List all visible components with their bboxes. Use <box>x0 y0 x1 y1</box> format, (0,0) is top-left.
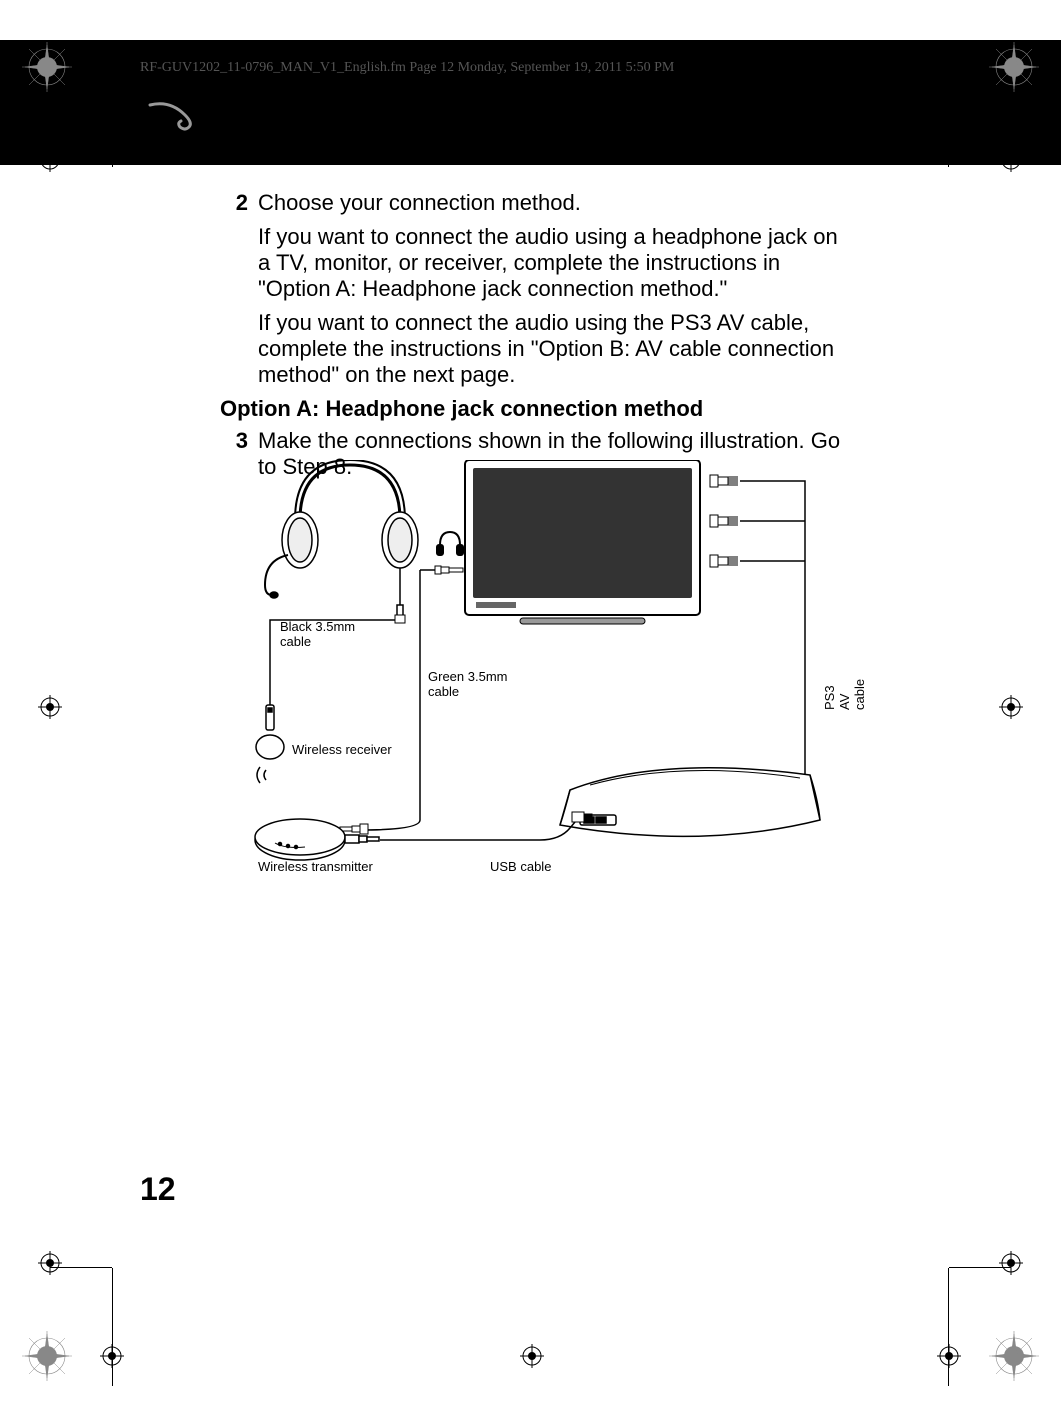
step-2-para2: If you want to connect the audio using t… <box>258 310 850 388</box>
step-2-para1: If you want to connect the audio using a… <box>258 224 850 302</box>
frame-line <box>112 1268 113 1386</box>
header-running-text: RF-GUV1202_11-0796_MAN_V1_English.fm Pag… <box>140 60 674 76</box>
reg-crosshair <box>937 55 961 84</box>
connection-diagram: Black 3.5mm cable Green 3.5mm cable Wire… <box>240 460 850 900</box>
ps3-console-icon <box>560 768 820 837</box>
reg-mark-bottom-right <box>989 1331 1039 1386</box>
frame-line <box>948 1268 949 1386</box>
av-jacks-icon <box>710 475 738 567</box>
option-a-heading: Option A: Headphone jack connection meth… <box>220 396 850 422</box>
green-cable-label: Green 3.5mm cable <box>428 670 507 700</box>
reg-crosshair <box>520 1344 544 1373</box>
ps3-av-cable-label: PS3 AV cable <box>822 679 867 710</box>
reg-crosshair <box>999 695 1023 724</box>
headphones-icon <box>265 460 418 619</box>
wireless-receiver-icon <box>256 705 284 783</box>
frame-line <box>948 42 949 167</box>
headphone-jack-icon <box>437 532 463 555</box>
wireless-transmitter-label: Wireless transmitter <box>258 860 373 875</box>
frame-line <box>112 42 113 167</box>
content-region: 2 Choose your connection method. If you … <box>220 190 850 488</box>
green-cable-plug <box>435 566 463 574</box>
reg-mark-top-left <box>22 42 72 97</box>
frame-line <box>949 1267 1011 1268</box>
step-number: 2 <box>220 190 248 216</box>
swirl-icon <box>145 95 205 140</box>
usb-cable-label: USB cable <box>490 860 551 875</box>
wireless-receiver-label: Wireless receiver <box>292 743 392 758</box>
frame-line <box>949 160 1011 161</box>
step-2: 2 Choose your connection method. <box>220 190 850 216</box>
reg-mark-top-right <box>989 42 1039 97</box>
reg-crosshair <box>38 695 62 724</box>
reg-crosshair <box>38 148 62 177</box>
frame-line <box>50 160 112 161</box>
page-number: 12 <box>140 1171 176 1208</box>
reg-crosshair <box>937 1344 961 1373</box>
reg-crosshair <box>999 1251 1023 1280</box>
reg-crosshair <box>999 148 1023 177</box>
black-cable-label: Black 3.5mm cable <box>280 620 355 650</box>
frame-line <box>50 1267 112 1268</box>
tv-icon <box>465 460 700 624</box>
step-text: Choose your connection method. <box>258 190 581 216</box>
reg-mark-bottom-left <box>22 1331 72 1386</box>
reg-crosshair <box>38 1251 62 1280</box>
